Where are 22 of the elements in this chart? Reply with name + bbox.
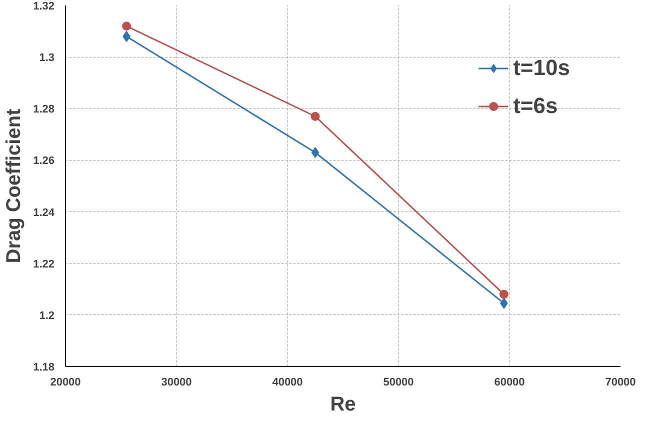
x-tick-label: 70000 — [605, 376, 636, 388]
point — [122, 22, 132, 31]
y-tick-label: 1.18 — [33, 362, 55, 374]
x-tick-label: 60000 — [494, 376, 525, 388]
y-tick-label: 1.26 — [33, 155, 55, 168]
y-tick-label: 1.22 — [33, 258, 55, 270]
y-tick-label: 1.2 — [39, 310, 55, 322]
x-tick-label: 20000 — [50, 376, 81, 388]
point — [310, 112, 320, 121]
x-tick-label: 40000 — [272, 376, 303, 388]
legend-label: t=10s — [513, 55, 570, 81]
y-tick-label: 1.32 — [33, 0, 55, 12]
y-axis-title: Drag Coefficient — [3, 108, 26, 264]
point — [499, 290, 508, 299]
x-axis-title: Re — [330, 394, 356, 416]
legend-label: t=6s — [513, 93, 558, 119]
y-tick-label: 1.28 — [33, 104, 55, 116]
x-tick-label: 30000 — [161, 376, 192, 388]
y-tick-label: 1.3 — [39, 52, 55, 64]
point — [311, 146, 320, 158]
y-tick-label: 1.24 — [33, 206, 56, 219]
x-tick-label: 50000 — [383, 376, 414, 388]
